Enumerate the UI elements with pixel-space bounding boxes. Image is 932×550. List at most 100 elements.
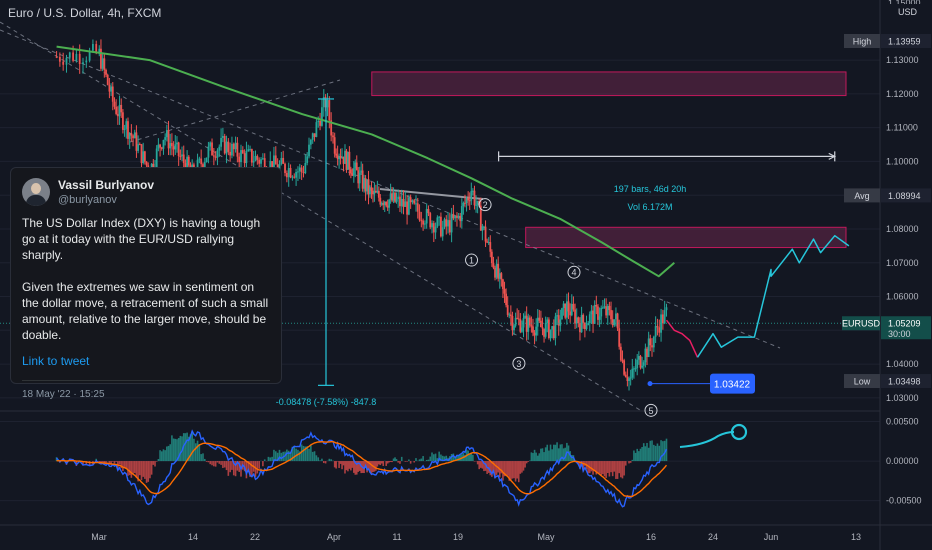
wave-label: 4	[571, 268, 576, 278]
candle-body	[400, 198, 403, 207]
osc-histogram-bar	[263, 459, 266, 462]
osc-histogram-bar	[222, 461, 224, 468]
candle-body	[633, 368, 635, 370]
osc-histogram-bar	[251, 461, 253, 477]
candle-body	[445, 219, 448, 227]
candle-body	[522, 318, 525, 328]
candle-body	[468, 200, 471, 202]
tweet-author-name: Vassil Burlyanov	[58, 178, 155, 192]
candle-body	[164, 137, 167, 140]
osc-histogram-bar	[658, 445, 661, 462]
osc-histogram-bar	[218, 461, 221, 464]
osc-histogram-bar	[145, 461, 148, 483]
candle-body	[407, 197, 410, 215]
candle-body	[240, 150, 242, 163]
osc-histogram-bar	[600, 461, 603, 476]
osc-histogram-bar	[633, 450, 635, 462]
candle-body	[556, 315, 558, 317]
osc-histogram-bar	[207, 461, 210, 463]
osc-histogram-bar	[315, 455, 318, 462]
osc-histogram-bar	[345, 461, 348, 471]
osc-histogram-bar	[623, 461, 625, 476]
osc-histogram-bar	[269, 457, 272, 462]
osc-histogram-bar	[395, 459, 398, 462]
candle-body	[569, 311, 572, 316]
date-range-vol-label: Vol 6.172M	[627, 202, 672, 212]
candle-body	[223, 135, 226, 154]
candle-body	[528, 317, 531, 326]
osc-histogram-bar	[348, 461, 351, 469]
candle-body	[547, 319, 550, 338]
osc-histogram-bar	[641, 447, 643, 462]
candle-body	[282, 157, 285, 164]
osc-histogram-bar	[511, 461, 514, 479]
candle-body	[663, 310, 666, 324]
candle-body	[559, 319, 562, 326]
candle-body	[62, 61, 65, 65]
resistance-zone	[371, 71, 847, 97]
osc-histogram-bar	[108, 461, 111, 465]
candle-body	[533, 332, 536, 336]
osc-histogram-bar	[324, 461, 327, 464]
candle-body	[232, 143, 235, 150]
candle-body	[172, 146, 175, 150]
candle-body	[525, 315, 528, 332]
osc-histogram-bar	[273, 449, 275, 462]
candle-body	[319, 120, 321, 126]
osc-histogram-bar	[205, 461, 208, 462]
candle-body	[159, 144, 161, 148]
candle-body	[634, 368, 637, 370]
price-tick: 1.10000	[886, 156, 919, 166]
candle-body	[209, 142, 212, 147]
osc-histogram-bar	[150, 461, 153, 475]
candle-body	[212, 155, 215, 157]
time-tick: 19	[453, 532, 463, 542]
candle-body	[448, 220, 451, 233]
osc-histogram-bar	[538, 453, 541, 462]
osc-histogram-bar	[85, 461, 88, 465]
osc-histogram-bar	[287, 450, 290, 462]
avatar	[22, 178, 50, 206]
candle-body	[377, 190, 380, 198]
candle-body	[269, 161, 272, 173]
candle-body	[128, 132, 131, 139]
candle-body	[218, 146, 221, 151]
candle-body	[88, 50, 91, 61]
candle-body	[623, 360, 626, 375]
link-to-tweet[interactable]: Link to tweet	[22, 354, 90, 368]
osc-histogram-bar	[438, 451, 440, 462]
osc-histogram-bar	[447, 457, 449, 462]
osc-histogram-bar	[513, 461, 515, 479]
candle-body	[402, 198, 405, 207]
candle-body	[291, 176, 294, 178]
candle-body	[341, 156, 343, 159]
osc-histogram-bar	[561, 444, 563, 462]
candle-body	[517, 318, 520, 320]
osc-histogram-bar	[409, 461, 412, 464]
high-label-name: High	[853, 37, 872, 47]
candle-body	[330, 120, 333, 136]
candle-body	[462, 202, 465, 207]
candle-body	[345, 150, 348, 170]
osc-histogram-bar	[258, 461, 260, 469]
candle-body	[385, 201, 388, 206]
currency-label: USD	[898, 7, 918, 17]
osc-histogram-bar	[330, 459, 332, 462]
candle-body	[489, 242, 492, 252]
candle-body	[145, 161, 148, 166]
osc-histogram-bar	[223, 461, 226, 468]
time-tick: 11	[392, 532, 401, 542]
candle-body	[409, 197, 412, 203]
osc-histogram-bar	[333, 461, 336, 468]
osc-histogram-bar	[355, 461, 358, 475]
osc-histogram-bar	[479, 461, 482, 468]
candle-body	[72, 52, 74, 61]
candle-body	[487, 242, 490, 244]
osc-histogram-bar	[514, 461, 517, 482]
current-name-bg	[842, 316, 880, 331]
osc-histogram-bar	[367, 461, 370, 470]
osc-histogram-bar	[172, 438, 175, 462]
osc-projection-target	[730, 423, 748, 441]
macd-line	[56, 429, 668, 508]
osc-histogram-bar	[649, 440, 652, 462]
